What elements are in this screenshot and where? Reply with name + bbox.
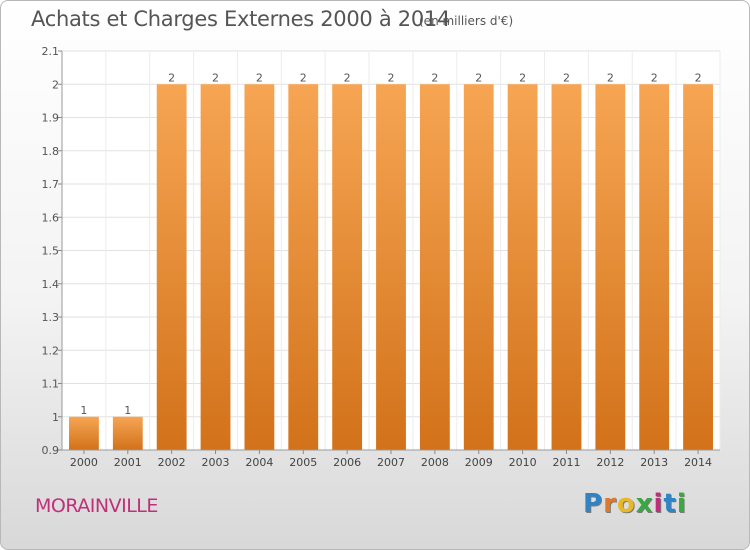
y-tick-label: 1.9 xyxy=(42,112,60,125)
bar-2001 xyxy=(112,416,143,450)
y-tick-label: 2.1 xyxy=(42,45,60,58)
data-label-2014: 2 xyxy=(695,71,702,84)
bar-2002 xyxy=(156,84,187,450)
data-label-2006: 2 xyxy=(344,71,351,84)
logo-letter: o xyxy=(616,489,636,519)
x-tick-label: 2007 xyxy=(377,456,405,469)
y-tick-label: 1.6 xyxy=(42,211,60,224)
data-label-2012: 2 xyxy=(607,71,614,84)
data-label-2002: 2 xyxy=(168,71,175,84)
bar-2012 xyxy=(595,84,626,450)
data-label-2008: 2 xyxy=(431,71,438,84)
logo-letter: x xyxy=(635,489,654,519)
bar-2013 xyxy=(639,84,670,450)
bar-2007 xyxy=(376,84,406,450)
x-tick-label: 2013 xyxy=(640,456,668,469)
bar-2000 xyxy=(69,416,99,450)
bar-2009 xyxy=(463,84,494,450)
x-tick-label: 2011 xyxy=(552,456,580,469)
y-tick-label: 1.5 xyxy=(42,245,60,258)
bar-2003 xyxy=(200,84,231,450)
data-label-2009: 2 xyxy=(475,71,482,84)
x-tick-label: 2006 xyxy=(333,456,361,469)
bar-2014 xyxy=(683,84,713,450)
x-tick-label: 2003 xyxy=(202,456,230,469)
logo-letter: i xyxy=(653,489,664,519)
chart-subtitle: (en milliers d'€) xyxy=(419,14,514,28)
logo-letter: t xyxy=(663,489,677,519)
data-label-2000: 1 xyxy=(80,404,87,417)
proxiti-logo: Proxiti xyxy=(583,489,687,519)
y-tick-label: 1.1 xyxy=(42,378,60,391)
y-tick-label: 1.8 xyxy=(42,145,60,158)
data-label-2004: 2 xyxy=(256,71,263,84)
x-tick-label: 2001 xyxy=(114,456,142,469)
x-tick-label: 2004 xyxy=(245,456,273,469)
commune-name: MORAINVILLE xyxy=(35,495,158,517)
data-label-2007: 2 xyxy=(388,71,395,84)
bar-2011 xyxy=(551,84,582,450)
bar-2010 xyxy=(507,84,538,450)
logo-letter: P xyxy=(583,489,604,519)
x-tick-label: 2002 xyxy=(158,456,186,469)
data-label-2010: 2 xyxy=(519,71,526,84)
y-tick-label: 1.2 xyxy=(42,344,60,357)
data-label-2011: 2 xyxy=(563,71,570,84)
x-tick-label: 2008 xyxy=(421,456,449,469)
x-tick-label: 2000 xyxy=(70,456,98,469)
x-tick-label: 2012 xyxy=(596,456,624,469)
x-tick-label: 2010 xyxy=(509,456,537,469)
chart-title: Achats et Charges Externes 2000 à 2014 xyxy=(31,7,451,31)
y-tick-label: 1.4 xyxy=(42,278,60,291)
x-tick-label: 2009 xyxy=(465,456,493,469)
data-label-2005: 2 xyxy=(300,71,307,84)
y-tick-label: 0.9 xyxy=(42,444,60,457)
logo-letter: i xyxy=(676,489,687,519)
y-tick-label: 1 xyxy=(52,411,59,424)
data-label-2001: 1 xyxy=(124,404,131,417)
y-tick-label: 1.3 xyxy=(42,311,60,324)
bar-2005 xyxy=(288,84,319,450)
y-tick-label: 2 xyxy=(52,78,59,91)
data-label-2003: 2 xyxy=(212,71,219,84)
x-tick-label: 2005 xyxy=(289,456,317,469)
x-tick-label: 2014 xyxy=(684,456,712,469)
y-tick-label: 1.7 xyxy=(42,178,60,191)
bar-2006 xyxy=(332,84,363,450)
bar-2004 xyxy=(244,84,275,450)
bar-2008 xyxy=(419,84,450,450)
data-label-2013: 2 xyxy=(651,71,658,84)
logo-letter: r xyxy=(603,489,617,519)
